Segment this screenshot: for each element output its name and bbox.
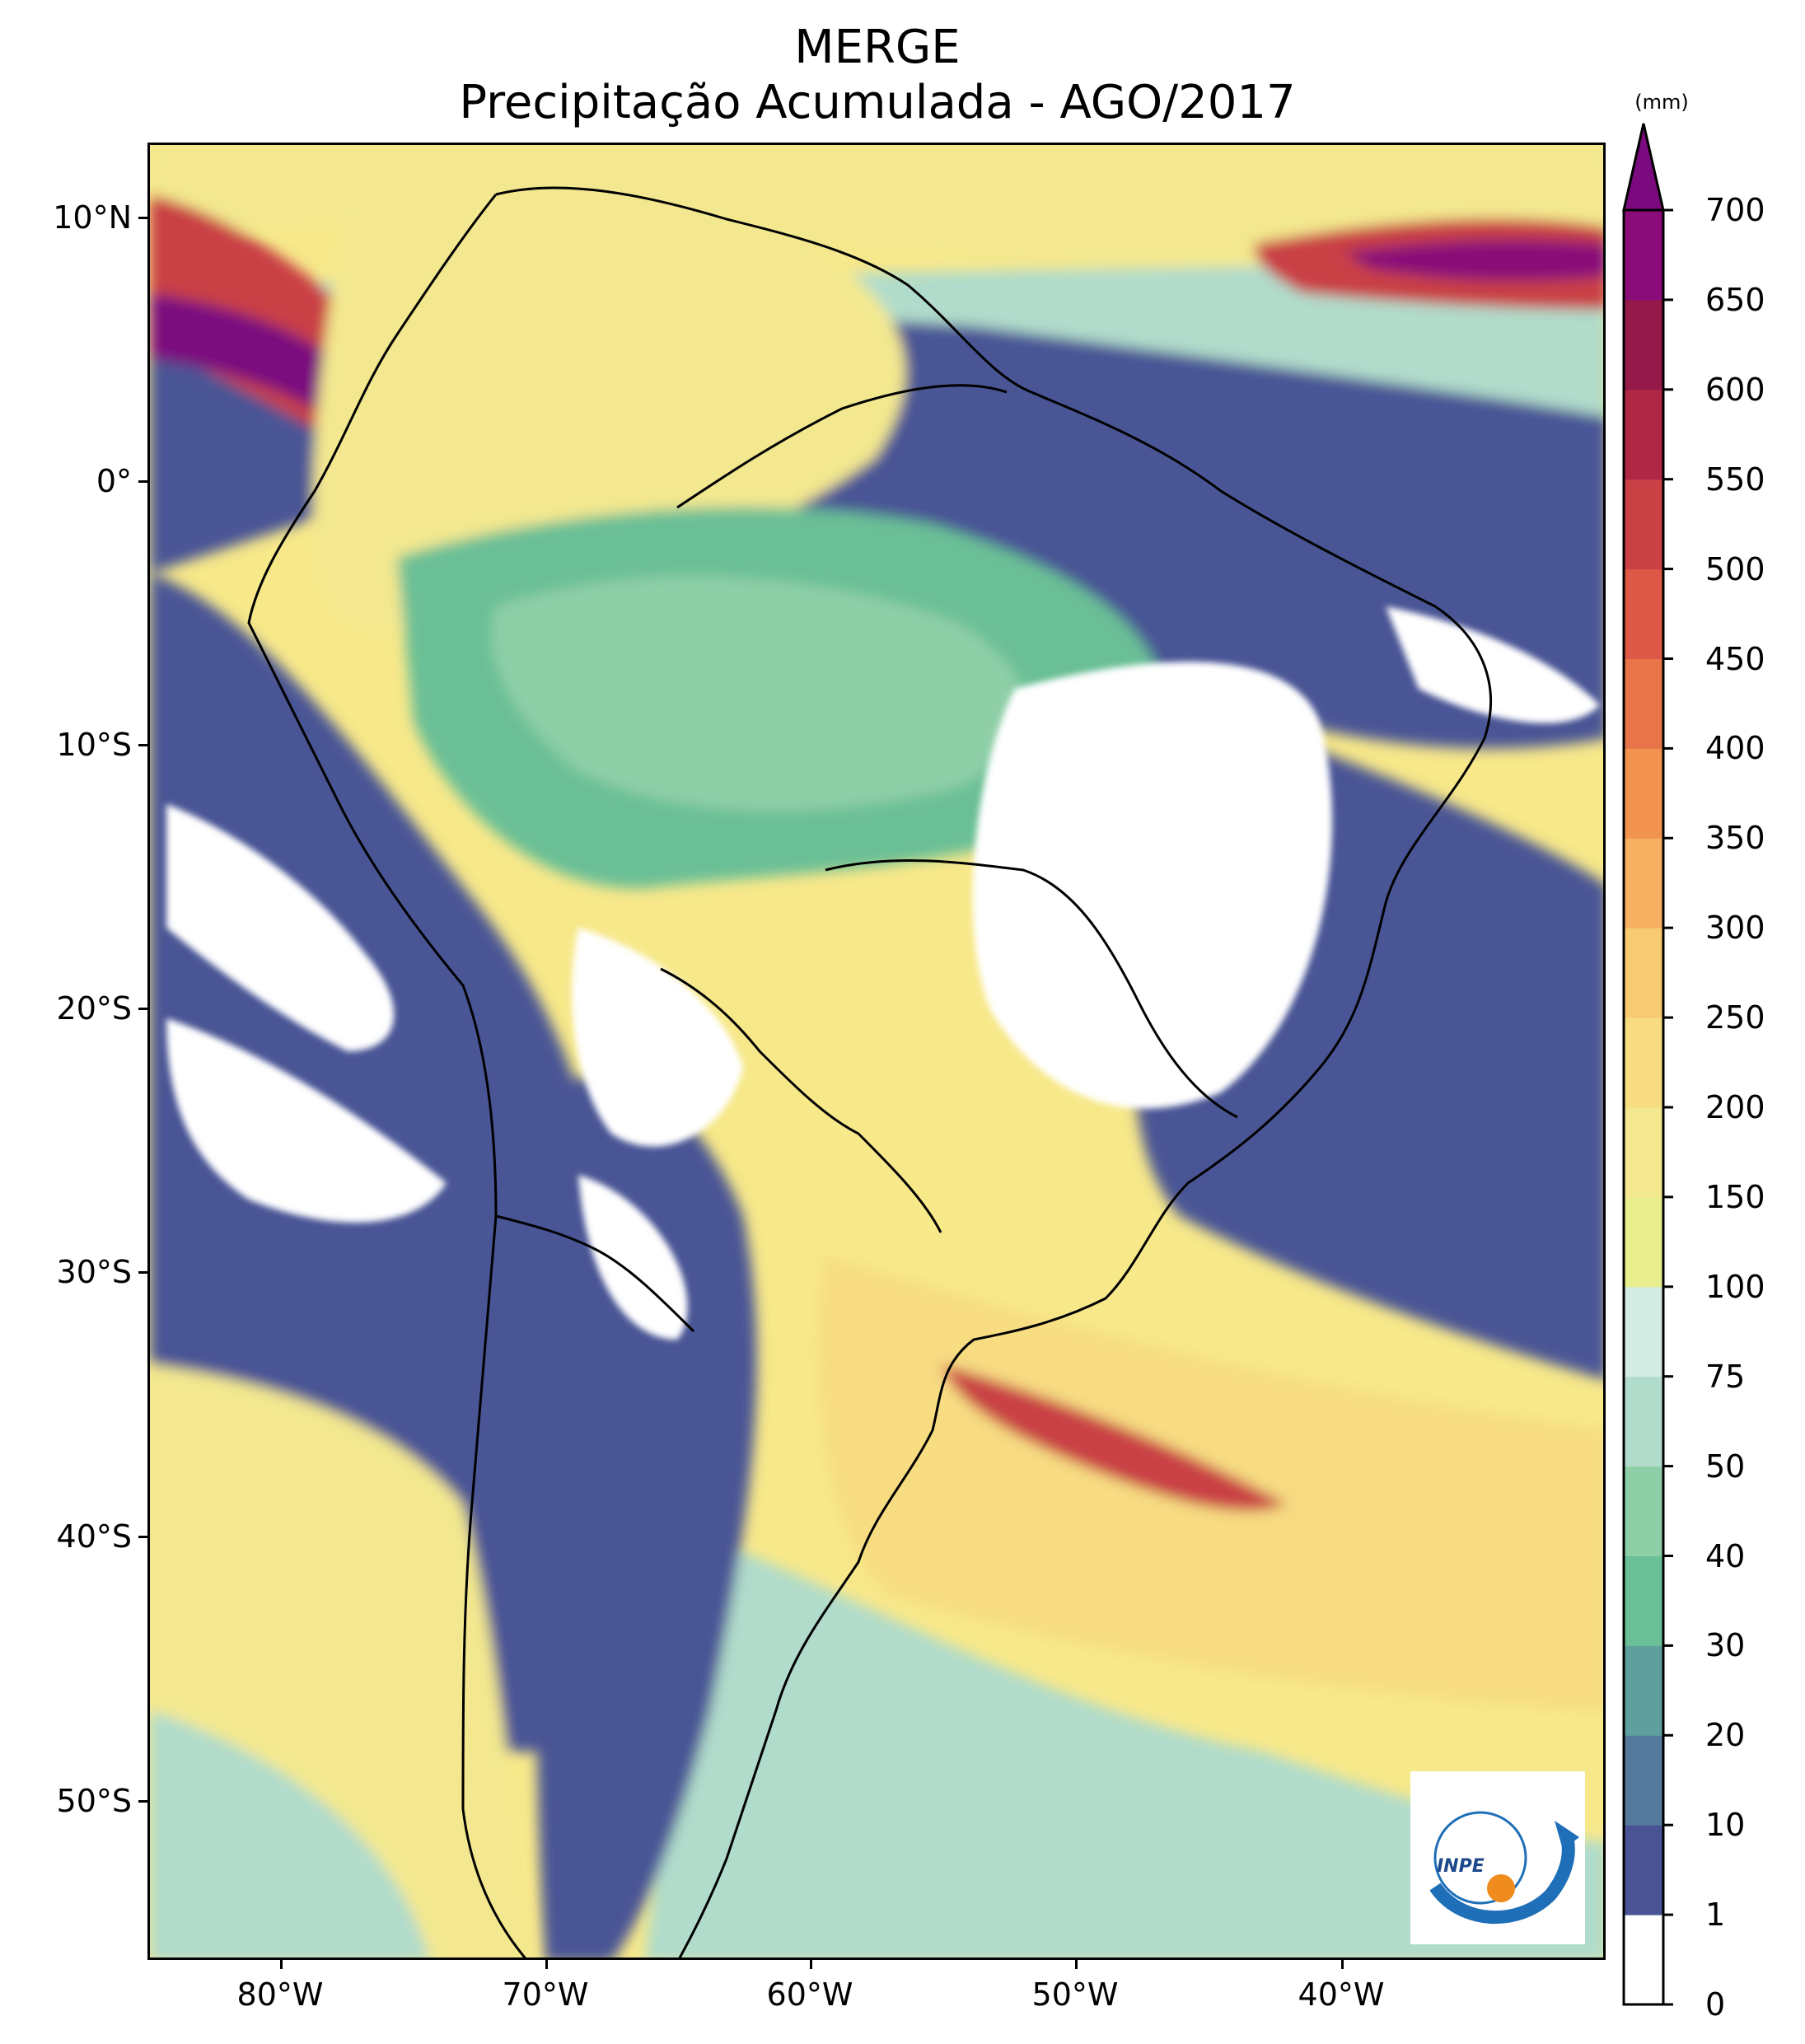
lat-label-50s: 50°S	[56, 1783, 132, 1819]
colorbar-label: 20	[1705, 1717, 1746, 1754]
colorbar-label: 50	[1705, 1448, 1746, 1485]
colorbar-label: 600	[1705, 371, 1765, 408]
colorbar-label: 10	[1705, 1807, 1746, 1844]
colorbar-segment	[1624, 1196, 1663, 1288]
colorbar-segment	[1624, 1735, 1663, 1826]
inpe-logo-svg: INPE	[1429, 1811, 1579, 1925]
colorbar-segment	[1624, 748, 1663, 839]
lat-tick	[138, 1800, 148, 1803]
colorbar-segment	[1624, 1466, 1663, 1556]
colorbar-label: 500	[1705, 550, 1765, 587]
map-subtitle: Precipitação Acumulada - AGO/2017	[459, 76, 1296, 129]
colorbar-label: 250	[1705, 999, 1765, 1036]
colorbar-extend-arrow	[1622, 123, 1665, 212]
lat-label-30s: 30°S	[56, 1254, 132, 1290]
colorbar-label: 550	[1705, 461, 1765, 498]
colorbar-label: 400	[1705, 730, 1765, 767]
colorbar-label: 75	[1705, 1358, 1746, 1395]
colorbar-segment	[1624, 1376, 1663, 1467]
lat-tick	[138, 1271, 148, 1274]
colorbar-label: 100	[1705, 1268, 1765, 1305]
colorbar	[1622, 123, 1673, 2006]
lon-label-70w: 70°W	[502, 1976, 589, 2013]
lat-label-0: 0°	[96, 463, 132, 499]
coastlines	[247, 186, 1492, 1957]
lat-tick	[138, 480, 148, 483]
colorbar-segment	[1624, 1017, 1663, 1108]
lon-label-60w: 60°W	[766, 1976, 853, 2013]
lon-tick	[810, 1959, 812, 1969]
lon-tick	[545, 1959, 548, 1969]
colorbar-segment	[1624, 479, 1663, 570]
colorbar-label: 300	[1705, 910, 1765, 947]
colorbar-label: 1	[1705, 1897, 1726, 1934]
precipitation-field	[150, 145, 1603, 1957]
colorbar-label: 0	[1705, 1986, 1726, 2023]
colorbar-label: 350	[1705, 820, 1765, 857]
colorbar-segment	[1624, 1645, 1663, 1736]
colorbar-segment	[1624, 1915, 1663, 2005]
lat-tick	[138, 744, 148, 746]
colorbar-segment	[1624, 838, 1663, 928]
lon-tick	[1341, 1959, 1344, 1969]
lat-label-20s: 20°S	[56, 990, 132, 1027]
lat-tick	[138, 1008, 148, 1010]
colorbar-label: 200	[1705, 1089, 1765, 1125]
colorbar-segment	[1624, 299, 1663, 391]
colorbar-segment	[1624, 568, 1663, 659]
colorbar-segment	[1624, 1107, 1663, 1198]
colorbar-label: 650	[1705, 281, 1765, 318]
lon-label-50w: 50°W	[1031, 1976, 1119, 2013]
lat-label-10s: 10°S	[56, 727, 132, 763]
logo-text: INPE	[1437, 1856, 1485, 1877]
lon-label-80w: 80°W	[236, 1976, 324, 2013]
colorbar-label: 30	[1705, 1627, 1746, 1664]
lon-tick	[1075, 1959, 1078, 1969]
precipitation-map	[147, 143, 1606, 1960]
map-svg	[150, 145, 1603, 1957]
colorbar-segment	[1624, 389, 1663, 480]
inpe-logo: INPE	[1410, 1771, 1585, 1944]
colorbar-segment	[1624, 928, 1663, 1018]
colorbar-segment	[1624, 658, 1663, 749]
colorbar-label: 150	[1705, 1178, 1765, 1215]
colorbar-segment	[1624, 1825, 1663, 1915]
lat-tick	[138, 217, 148, 219]
colorbar-segment	[1624, 1286, 1663, 1377]
map-title: MERGE	[794, 21, 961, 74]
lon-label-40w: 40°W	[1298, 1976, 1385, 2013]
colorbar-label: 40	[1705, 1537, 1746, 1574]
colorbar-segment	[1624, 1555, 1663, 1646]
colorbar-label: 450	[1705, 640, 1765, 677]
lat-tick	[138, 1536, 148, 1538]
lat-label-40s: 40°S	[56, 1518, 132, 1555]
colorbar-segment	[1624, 210, 1663, 301]
colorbar-label: 700	[1705, 192, 1765, 228]
lon-tick	[280, 1959, 283, 1969]
lat-label-10n: 10°N	[53, 199, 132, 236]
dry-areas	[166, 606, 1600, 1340]
colorbar-unit: (mm)	[1634, 91, 1689, 114]
